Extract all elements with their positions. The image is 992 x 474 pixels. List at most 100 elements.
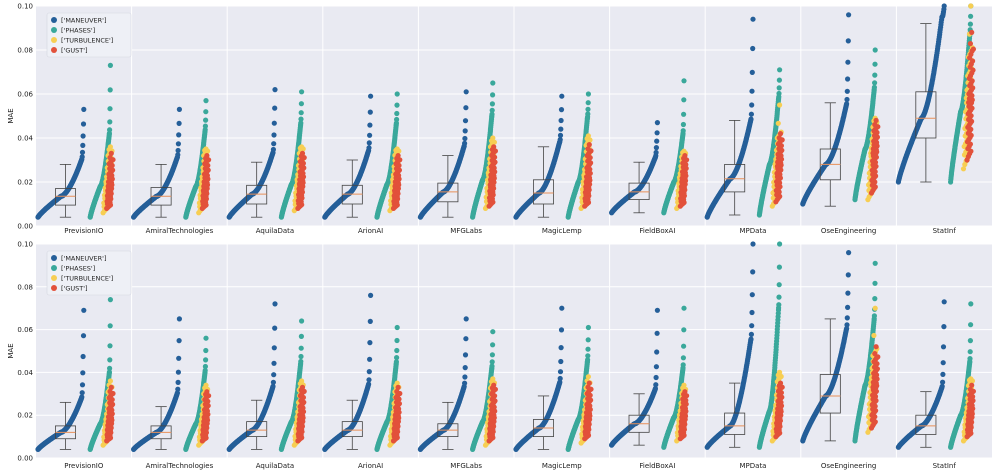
- scatter-point: [203, 347, 209, 354]
- y-tick-label: 0.04: [17, 135, 33, 143]
- scatter-point: [203, 146, 209, 152]
- scatter-point: [299, 150, 306, 156]
- scatter-point: [79, 149, 86, 155]
- scatter-point: [489, 107, 495, 113]
- scatter-point: [941, 3, 947, 9]
- scatter-point: [299, 318, 305, 324]
- scatter-point: [367, 109, 373, 115]
- y-axis-label: MAE: [7, 108, 15, 123]
- scatter-point: [776, 77, 783, 83]
- scatter-point: [175, 386, 181, 392]
- y-axis-label: MAE: [7, 343, 15, 358]
- scatter-point: [80, 353, 86, 360]
- scatter-point: [558, 126, 564, 132]
- scatter-point: [368, 292, 374, 298]
- x-tick-label: PrevisionIO: [64, 227, 104, 235]
- scatter-point: [462, 128, 468, 134]
- scatter-point: [776, 90, 782, 97]
- scatter-point: [871, 84, 878, 90]
- scatter-point: [491, 144, 497, 150]
- scatter-point: [107, 62, 113, 68]
- scatter-point: [846, 12, 852, 18]
- scatter-point: [272, 87, 278, 93]
- scatter-point: [299, 384, 306, 390]
- scatter-point: [271, 360, 277, 366]
- x-tick-label: ArionAI: [358, 227, 383, 235]
- scatter-point: [176, 120, 182, 126]
- scatter-point: [653, 145, 660, 151]
- scatter-point: [271, 345, 277, 351]
- legend-label: ['MANEUVER']: [61, 16, 107, 24]
- scatter-point: [175, 379, 181, 385]
- scatter-point: [585, 91, 592, 97]
- scatter-point: [81, 307, 87, 313]
- scatter-point: [80, 370, 86, 376]
- scatter-point: [298, 345, 304, 351]
- scatter-point: [680, 128, 686, 134]
- scatter-point: [967, 41, 974, 47]
- scatter-point: [748, 111, 755, 117]
- scatter-point: [203, 98, 209, 104]
- scatter-point: [394, 91, 400, 97]
- x-tick-label: PrevisionIO: [64, 462, 104, 470]
- scatter-point: [681, 111, 687, 117]
- scatter-point: [748, 116, 754, 122]
- scatter-point: [176, 338, 182, 344]
- legend: ['MANEUVER']['PHASES']['TURBULENCE']['GU…: [46, 12, 132, 58]
- scatter-point: [844, 96, 850, 103]
- scatter-point: [777, 67, 783, 73]
- scatter-point: [298, 116, 304, 122]
- scatter-point: [775, 120, 781, 126]
- scatter-point: [176, 355, 182, 361]
- scatter-point: [462, 135, 468, 142]
- scatter-point: [176, 106, 182, 112]
- scatter-point: [271, 141, 277, 147]
- scatter-point: [107, 343, 113, 349]
- scatter-point: [872, 80, 878, 86]
- x-tick-label: MPData: [740, 227, 767, 235]
- scatter-point: [586, 142, 592, 148]
- scatter-point: [749, 102, 755, 108]
- scatter-point: [298, 120, 304, 126]
- y-tick-label: 0.06: [17, 326, 33, 334]
- scatter-point: [490, 80, 496, 86]
- y-tick-label: 0.00: [17, 223, 33, 231]
- scatter-point: [777, 131, 784, 137]
- scatter-point: [108, 150, 114, 156]
- scatter-point: [776, 85, 782, 91]
- scatter-point: [80, 142, 86, 148]
- scatter-point: [107, 87, 113, 93]
- scatter-point: [107, 144, 113, 150]
- scatter-point: [367, 356, 373, 362]
- scatter-point: [394, 146, 400, 152]
- scatter-point: [653, 149, 659, 156]
- scatter-point: [271, 132, 277, 138]
- y-tick-label: 0.10: [17, 3, 33, 11]
- legend-dot-icon: [51, 27, 57, 33]
- scatter-point: [749, 88, 755, 94]
- legend-dot-icon: [51, 17, 57, 23]
- scatter-point: [394, 116, 400, 123]
- scatter-point: [872, 61, 878, 67]
- scatter-point: [558, 117, 564, 124]
- scatter-point: [654, 130, 660, 136]
- scatter-point: [272, 301, 278, 307]
- scatter-point: [557, 132, 564, 138]
- scatter-point: [681, 97, 687, 103]
- y-tick-label: 0.02: [17, 179, 33, 187]
- scatter-point: [271, 120, 277, 126]
- scatter-point: [203, 357, 209, 363]
- scatter-point: [203, 109, 209, 115]
- y-tick-label: 0.02: [17, 412, 33, 420]
- y-tick-label: 0.08: [17, 47, 33, 55]
- scatter-point: [490, 92, 496, 98]
- scatter-point: [299, 89, 305, 95]
- scatter-point: [108, 384, 114, 390]
- scatter-point: [559, 93, 565, 99]
- scatter-point: [367, 132, 373, 138]
- scatter-point: [175, 152, 181, 158]
- scatter-point: [176, 132, 182, 138]
- x-tick-label: StatInf: [933, 227, 957, 235]
